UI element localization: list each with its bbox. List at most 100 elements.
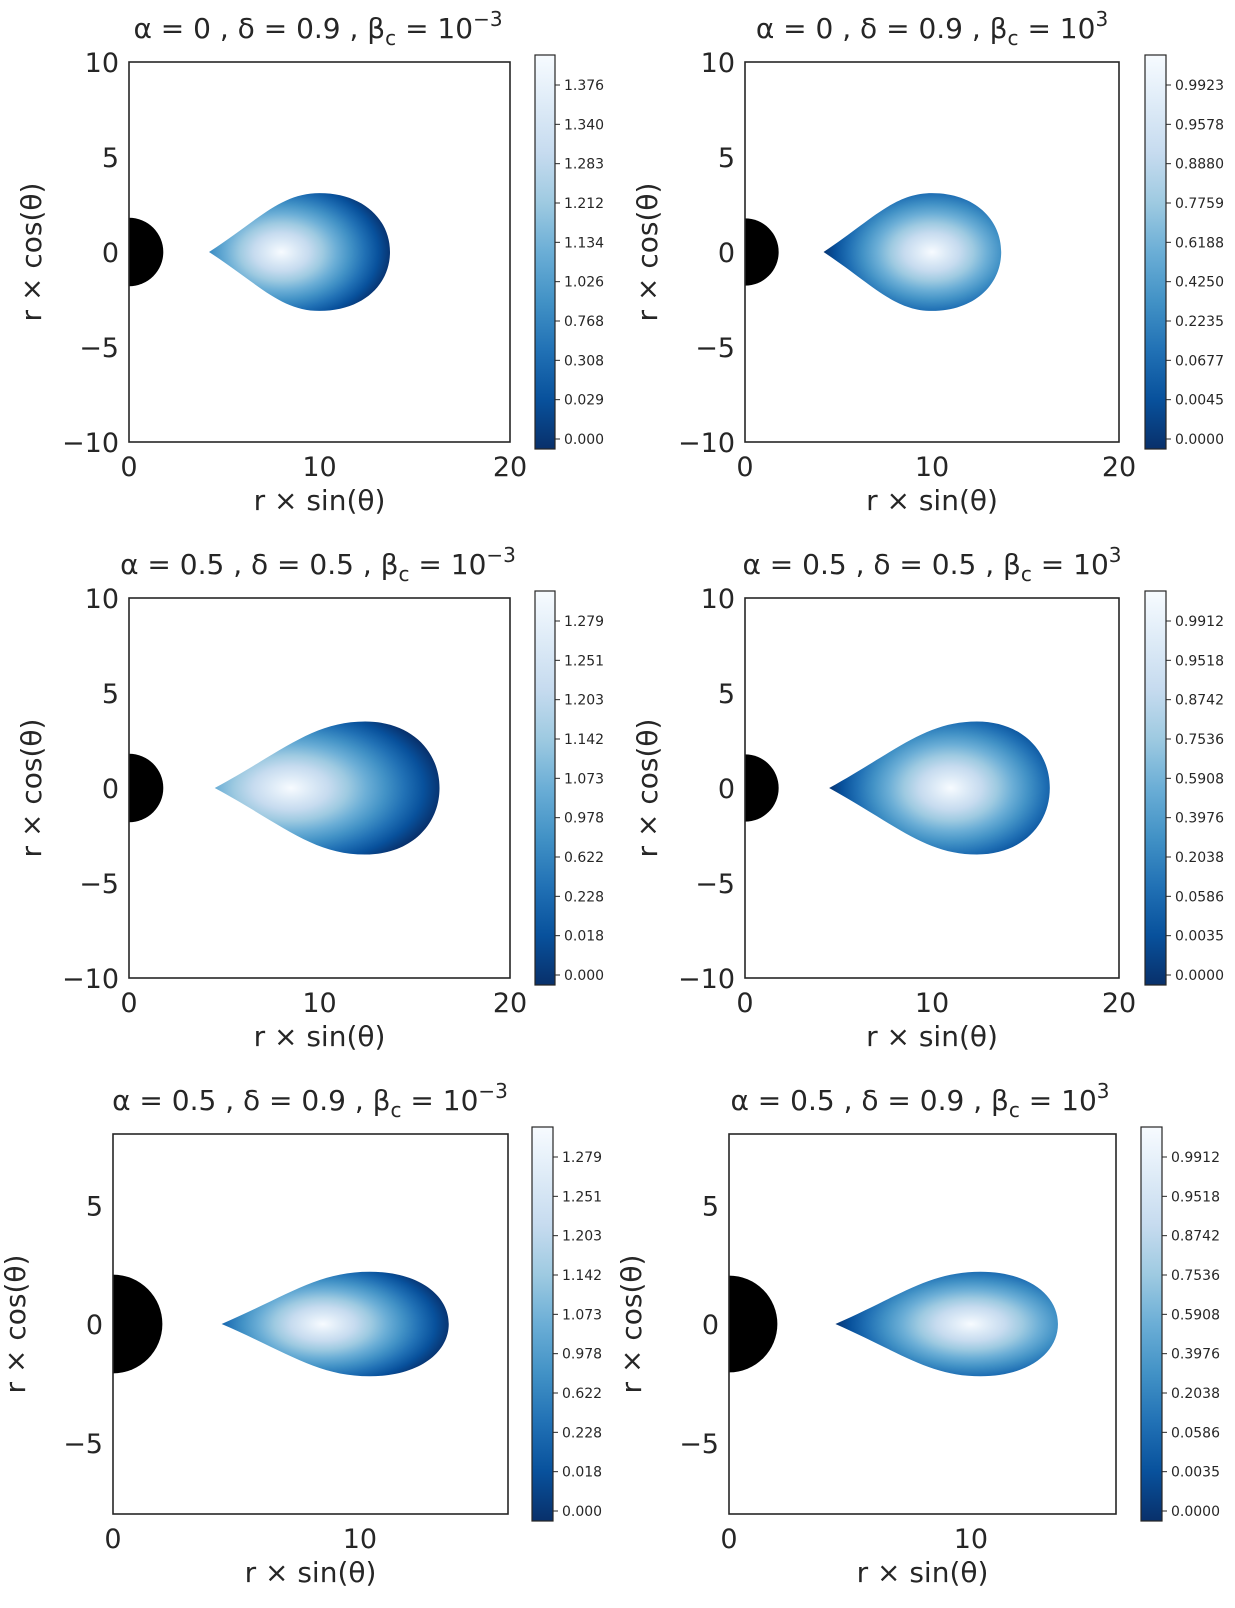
colorbar-tick-label: 0.4250	[1175, 275, 1224, 291]
panel-title: α = 0.5 , δ = 0.5 , βc = 10−3	[120, 543, 516, 586]
x-axis-label: r × sin(θ)	[245, 1556, 377, 1589]
y-axis-label: r × cos(θ)	[631, 183, 664, 322]
colorbar-p4	[1144, 590, 1167, 986]
colorbar-tick-label: 0.9518	[1171, 1189, 1220, 1205]
colorbar-tick-label: 0.0035	[1175, 929, 1224, 945]
torus-density-p1	[209, 193, 390, 311]
torus-density-p6	[835, 1271, 1058, 1377]
y-axis-label: r × cos(θ)	[0, 1255, 32, 1394]
colorbar-tick-label: 0.9923	[1175, 78, 1224, 94]
panel-title: α = 0.5 , δ = 0.9 , βc = 103	[730, 1079, 1109, 1122]
black-hole-p2	[745, 218, 779, 286]
x-tick-label: 0	[120, 452, 137, 483]
y-axis-label: r × cos(θ)	[615, 1255, 648, 1394]
colorbar-tick-label: 1.212	[564, 196, 604, 212]
axes-frame-p4	[744, 597, 1120, 979]
colorbar-tick-label: 0.3976	[1175, 811, 1224, 827]
colorbar-tick-label: 0.0000	[1171, 1504, 1220, 1520]
y-tick-label: 0	[102, 238, 119, 269]
colorbar-tick-label: 1.073	[564, 771, 604, 787]
axes-frame-p2	[744, 61, 1120, 443]
colorbar-tick-label: 0.0586	[1175, 889, 1224, 905]
x-tick-label: 10	[302, 988, 336, 1019]
colorbar-p5	[531, 1126, 554, 1522]
colorbar-tick-label: 1.142	[562, 1268, 602, 1284]
panel-title: α = 0 , δ = 0.9 , βc = 103	[756, 7, 1108, 50]
y-tick-label: 5	[718, 143, 735, 174]
x-tick-label: 0	[104, 1524, 121, 1555]
colorbar-tick-label: 0.7536	[1171, 1268, 1220, 1284]
axes-frame-p1	[128, 61, 511, 443]
x-tick-label: 10	[302, 452, 336, 483]
colorbar-tick-label: 0.0035	[1171, 1465, 1220, 1481]
y-tick-label: 0	[718, 774, 735, 805]
colorbar-tick-label: 0.2038	[1171, 1386, 1220, 1402]
colorbar-tick-label: 0.000	[564, 968, 604, 984]
x-axis-label: r × sin(θ)	[857, 1556, 989, 1589]
panel-title: α = 0 , δ = 0.9 , βc = 10−3	[133, 7, 502, 50]
colorbar-tick-label: 0.6188	[1175, 235, 1224, 251]
y-tick-label: −10	[678, 428, 735, 459]
x-tick-label: 10	[915, 452, 949, 483]
colorbar-tick-label: 0.9912	[1175, 614, 1224, 630]
colorbar-tick-label: 0.0586	[1171, 1425, 1220, 1441]
colorbar-tick-label: 0.7536	[1175, 732, 1224, 748]
y-tick-label: 10	[85, 48, 119, 79]
panel-title: α = 0.5 , δ = 0.9 , βc = 10−3	[112, 1079, 508, 1122]
colorbar-tick-label: 1.283	[564, 157, 604, 173]
x-tick-label: 0	[736, 988, 753, 1019]
colorbar-tick-label: 0.228	[564, 889, 604, 905]
black-hole-p5	[113, 1274, 163, 1374]
y-tick-label: −10	[678, 964, 735, 995]
colorbar-tick-label: 0.000	[564, 432, 604, 448]
colorbar-tick-label: 0.8742	[1175, 693, 1224, 709]
y-tick-label: 0	[702, 1310, 719, 1341]
colorbar-p6	[1140, 1126, 1163, 1522]
panel-p5: 0 10 −5 0 5 r × sin(θ) r × cos(θ) α = 0.5 , δ =…	[0, 1079, 602, 1589]
black-hole-p6	[729, 1275, 778, 1373]
colorbar-tick-label: 1.376	[564, 78, 604, 94]
y-tick-label: 0	[102, 774, 119, 805]
colorbar-tick-label: 0.0045	[1175, 393, 1224, 409]
y-tick-label: 5	[102, 143, 119, 174]
x-axis-label: r × sin(θ)	[254, 1020, 386, 1053]
y-tick-label: 0	[718, 238, 735, 269]
panel-title: α = 0.5 , δ = 0.5 , βc = 103	[742, 543, 1121, 586]
colorbar-tick-label: 0.9518	[1175, 653, 1224, 669]
y-axis-label: r × cos(θ)	[15, 719, 48, 858]
torus-density-p5	[221, 1271, 449, 1377]
y-tick-label: 10	[85, 584, 119, 615]
torus-density-p4	[829, 721, 1050, 855]
x-tick-label: 20	[1102, 452, 1136, 483]
y-tick-label: 10	[701, 48, 735, 79]
torus-density-p2	[823, 193, 1002, 311]
colorbar-tick-label: 0.308	[564, 353, 604, 369]
y-tick-label: −10	[62, 964, 119, 995]
y-axis-label: r × cos(θ)	[15, 183, 48, 322]
black-hole-p4	[745, 754, 779, 822]
colorbar-tick-label: 0.0000	[1175, 432, 1224, 448]
colorbar-tick-label: 0.978	[562, 1347, 602, 1363]
x-tick-label: 20	[493, 452, 527, 483]
x-tick-label: 10	[343, 1524, 377, 1555]
colorbar-tick-label: 0.5908	[1171, 1307, 1220, 1323]
colorbar-tick-label: 0.5908	[1175, 771, 1224, 787]
colorbar-tick-label: 0.7759	[1175, 196, 1224, 212]
colorbar-tick-label: 0.029	[564, 393, 604, 409]
y-tick-label: 10	[701, 584, 735, 615]
axes-frame-p5	[112, 1133, 509, 1515]
colorbar-tick-label: 0.978	[564, 811, 604, 827]
y-tick-label: −5	[679, 1429, 719, 1460]
x-tick-label: 20	[493, 988, 527, 1019]
colorbar-tick-label: 0.018	[562, 1465, 602, 1481]
colorbar-tick-label: 1.279	[562, 1150, 602, 1166]
x-tick-label: 0	[720, 1524, 737, 1555]
colorbar-tick-label: 0.8880	[1175, 157, 1224, 173]
x-axis-label: r × sin(θ)	[866, 1020, 998, 1053]
y-tick-label: 5	[102, 679, 119, 710]
x-tick-label: 0	[736, 452, 753, 483]
